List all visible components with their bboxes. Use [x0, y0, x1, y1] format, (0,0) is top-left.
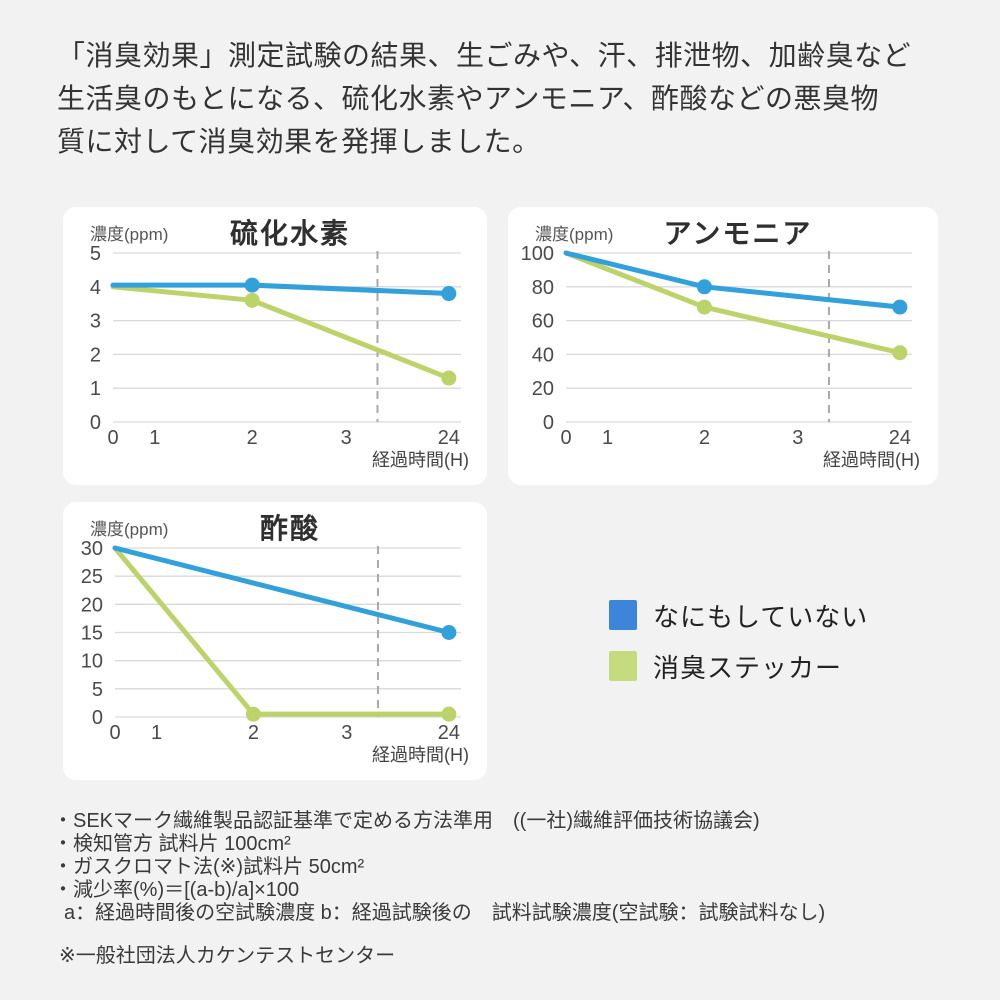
chart-panel-acetic-acid: 濃度(ppm) 酢酸 0 5 10 15 20 25 30 0 1 2 3 24 経過時間(H) [63, 502, 487, 780]
svg-text:25: 25 [81, 566, 103, 588]
svg-text:2: 2 [248, 722, 259, 744]
footnote-line-5: a：経過時間後の空試験濃度 b：経過試験後の 試料試験濃度(空試験：試験試料なし… [64, 902, 826, 924]
svg-text:40: 40 [532, 344, 554, 366]
y-axis-unit-label: 濃度(ppm) [90, 225, 169, 244]
intro-text: 「消臭効果」測定試験の結果、生ごみや、汗、排泄物、加齢臭など 生活臭のもとになる… [57, 34, 911, 163]
svg-text:1: 1 [151, 722, 162, 744]
svg-text:0: 0 [92, 707, 103, 729]
svg-text:1: 1 [90, 378, 101, 400]
y-axis-unit-label: 濃度(ppm) [535, 225, 614, 244]
x-axis-label: 経過時間(H) [372, 745, 469, 765]
svg-text:24: 24 [438, 722, 460, 744]
svg-text:0: 0 [109, 722, 120, 744]
x-axis-label: 経過時間(H) [823, 450, 920, 470]
svg-text:1: 1 [602, 427, 613, 449]
line-chart-hydrogen-sulfide: 0 1 2 3 4 5 0 1 2 3 24 [63, 207, 487, 485]
svg-text:20: 20 [532, 378, 554, 400]
x-axis-label: 経過時間(H) [372, 450, 469, 470]
svg-text:10: 10 [81, 651, 103, 673]
y-axis-unit-label: 濃度(ppm) [90, 520, 169, 539]
intro-line-1: 「消臭効果」測定試験の結果、生ごみや、汗、排泄物、加齢臭など [57, 40, 912, 71]
svg-text:0: 0 [107, 427, 118, 449]
svg-text:80: 80 [532, 277, 554, 299]
svg-text:0: 0 [560, 427, 571, 449]
svg-text:3: 3 [792, 427, 803, 449]
svg-text:24: 24 [438, 427, 460, 449]
chart-title-acetic-acid: 酢酸 [259, 513, 320, 544]
svg-text:20: 20 [81, 594, 103, 616]
intro-line-2: 生活臭のもとになる、硫化水素やアンモニア、酢酸などの悪臭物 [57, 83, 880, 114]
svg-text:2: 2 [699, 427, 710, 449]
svg-text:3: 3 [341, 427, 352, 449]
svg-text:5: 5 [92, 679, 103, 701]
chart-title-ammonia: アンモニア [663, 218, 813, 249]
legend-swatch-untreated [609, 600, 637, 630]
chart-panel-ammonia: 濃度(ppm) アンモニア 0 20 40 60 80 100 0 1 2 3 24 経過時間(H) [508, 207, 938, 485]
svg-text:100: 100 [521, 243, 554, 265]
svg-text:30: 30 [81, 538, 103, 560]
svg-text:0: 0 [543, 412, 554, 434]
svg-text:4: 4 [90, 277, 101, 299]
legend-swatch-deodorant-sticker [609, 651, 637, 681]
footnote-line-3: ・ガスクロマト法(※)試料片 50cm² [53, 856, 365, 878]
svg-text:3: 3 [90, 311, 101, 333]
chart-title-hydrogen-sulfide: 硫化水素 [229, 218, 350, 249]
footnote-line-1: ・SEKマーク繊維製品認証基準で定める方法準用 ((一社)繊維評価技術協議会) [53, 810, 760, 832]
line-chart-acetic-acid: 0 5 10 15 20 25 30 0 1 2 3 24 [63, 502, 487, 780]
legend: なにもしていない 消臭ステッカー [609, 600, 868, 702]
chart-panel-hydrogen-sulfide: 濃度(ppm) 硫化水素 0 1 2 3 4 5 0 1 2 3 24 経過時間(H) [63, 207, 487, 485]
svg-text:5: 5 [90, 243, 101, 265]
legend-item-deodorant-sticker: 消臭ステッカー [609, 651, 868, 683]
footnote-line-2: ・検知管方 試料片 100cm² [53, 833, 291, 855]
svg-text:60: 60 [532, 311, 554, 333]
footnotes: ・SEKマーク繊維製品認証基準で定める方法準用 ((一社)繊維評価技術協議会) … [53, 810, 825, 968]
svg-text:0: 0 [90, 412, 101, 434]
svg-text:3: 3 [341, 722, 352, 744]
legend-label-untreated: なにもしていない [653, 601, 869, 632]
svg-text:2: 2 [90, 344, 101, 366]
svg-text:1: 1 [149, 427, 160, 449]
svg-text:24: 24 [889, 427, 911, 449]
legend-item-untreated: なにもしていない [609, 600, 868, 632]
legend-label-deodorant-sticker: 消臭ステッカー [653, 652, 843, 683]
intro-line-3: 質に対して消臭効果を発揮しました。 [57, 126, 541, 157]
line-chart-ammonia: 0 20 40 60 80 100 0 1 2 3 24 [508, 207, 938, 485]
footnote-line-6: ※一般社団法人カケンテストセンター [59, 945, 396, 967]
svg-text:2: 2 [247, 427, 258, 449]
svg-text:15: 15 [81, 623, 103, 645]
footnote-line-4: ・減少率(%)＝[(a-b)/a]×100 [53, 879, 300, 901]
